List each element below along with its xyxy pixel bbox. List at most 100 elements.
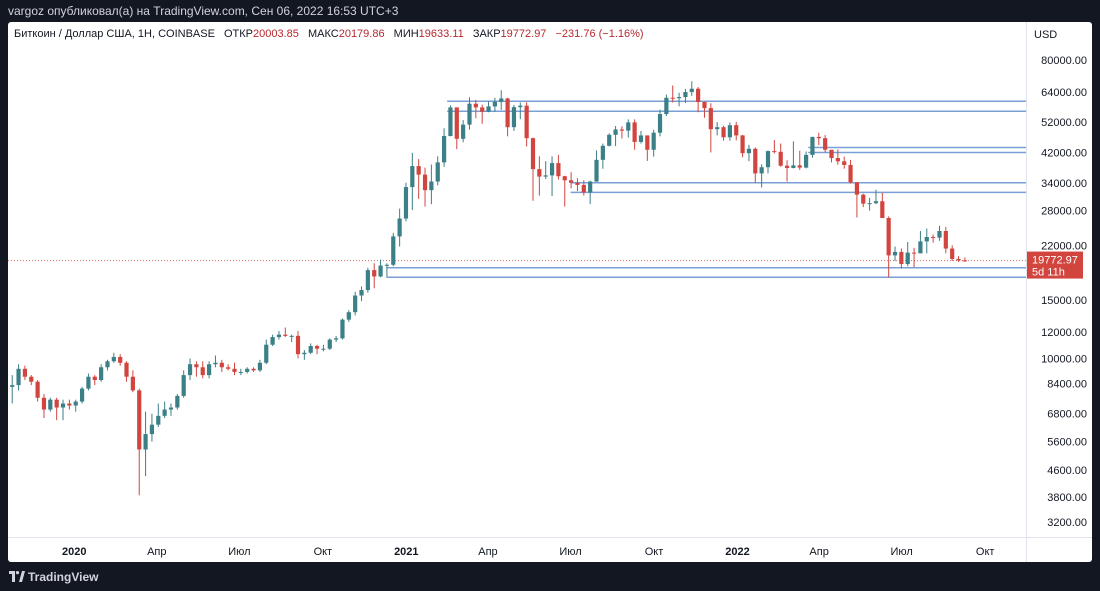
- candle-body: [441, 136, 447, 163]
- candle-body: [956, 258, 961, 261]
- candle-body: [670, 97, 675, 99]
- candle-body: [835, 158, 840, 162]
- candle-body: [899, 251, 904, 265]
- candle-body: [702, 102, 707, 109]
- candle-body: [60, 403, 66, 408]
- candle-body: [676, 97, 682, 99]
- countdown-label: 5d 11h: [1032, 267, 1065, 279]
- candle-body: [67, 403, 72, 406]
- symbol-name: Биткоин / Доллар США, 1H, COINBASE: [14, 28, 215, 40]
- open-value: 20003.85: [253, 28, 299, 40]
- candle-body: [759, 167, 764, 174]
- candle-body: [105, 361, 110, 368]
- time-tick-label: Июл: [228, 546, 250, 558]
- candle-body: [461, 124, 466, 139]
- candlestick-chart[interactable]: USD 80000.00 64000.00 52000.00 42000.00 34000…: [8, 22, 1092, 562]
- candle-body: [194, 364, 199, 368]
- candle-body: [10, 385, 15, 387]
- candle-body: [124, 362, 129, 377]
- time-tick-label: Апр: [478, 546, 497, 558]
- candle-body: [892, 251, 898, 256]
- candle-body: [810, 136, 815, 155]
- candle-body: [511, 107, 517, 128]
- candle-body: [918, 241, 923, 254]
- candle-body: [575, 182, 580, 185]
- candle-body: [765, 151, 771, 168]
- price-tick-label: 12000.00: [1041, 327, 1087, 339]
- candle-body: [905, 252, 910, 265]
- candle-body: [632, 122, 637, 142]
- candle-body: [600, 145, 605, 160]
- candle-body: [168, 407, 174, 410]
- high-value: 20179.86: [338, 28, 385, 40]
- candle-body: [708, 108, 713, 130]
- price-tick-label: 8400.00: [1047, 378, 1087, 390]
- candle-body: [543, 175, 548, 177]
- candle-body: [257, 362, 263, 371]
- candle-body: [270, 337, 275, 345]
- candle-body: [289, 335, 294, 337]
- candle-body: [873, 201, 879, 204]
- candle-body: [206, 364, 212, 376]
- candle-body: [505, 98, 510, 128]
- price-tick-label: 42000.00: [1041, 147, 1087, 159]
- candle-body: [372, 270, 377, 277]
- candle-body: [937, 230, 942, 238]
- time-tick-label: Апр: [809, 546, 828, 558]
- candle-body: [283, 334, 288, 336]
- candle-body: [772, 151, 777, 153]
- candle-body: [689, 88, 694, 93]
- candle-body: [861, 194, 866, 204]
- candle-body: [556, 163, 561, 177]
- candle-body: [867, 203, 872, 205]
- price-tick-label: 34000.00: [1041, 178, 1087, 190]
- price-tick-label: 52000.00: [1041, 117, 1087, 129]
- candle-body: [480, 107, 485, 112]
- candle-body: [327, 339, 332, 349]
- candle-body: [156, 415, 161, 425]
- candle-body: [518, 105, 523, 108]
- candle-body: [499, 98, 504, 102]
- price-tick-label: 64000.00: [1041, 87, 1087, 99]
- change-value: −231.76 (−1.16%): [555, 28, 644, 40]
- candle-body: [638, 135, 644, 142]
- candle-body: [823, 138, 828, 150]
- candle-body: [829, 149, 834, 159]
- time-tick-label: Апр: [147, 546, 166, 558]
- candle-body: [187, 364, 193, 376]
- candle-body: [213, 362, 218, 365]
- candle-body: [467, 103, 472, 125]
- chart-panel[interactable]: USD 80000.00 64000.00 52000.00 42000.00 34000…: [8, 22, 1092, 562]
- candle-body: [232, 368, 237, 372]
- brand-name: TradingView: [28, 570, 99, 584]
- candle-body: [416, 166, 421, 175]
- price-tick-label: 28000.00: [1041, 206, 1087, 218]
- price-tick-label: 15000.00: [1041, 295, 1087, 307]
- candle-body: [346, 312, 351, 320]
- candle-body: [816, 136, 821, 139]
- candle-body: [79, 388, 85, 402]
- symbol-legend: Биткоин / Доллар США, 1H, COINBASE ОТКР2…: [14, 28, 644, 40]
- candle-body: [435, 162, 440, 182]
- candle-body: [842, 161, 847, 165]
- candle-body: [264, 344, 269, 363]
- candle-body: [791, 165, 796, 168]
- candle-body: [175, 395, 180, 408]
- candle-body: [950, 248, 955, 259]
- close-value: 19772.97: [500, 28, 547, 40]
- price-tick-label: 4600.00: [1047, 465, 1087, 477]
- candle-body: [524, 105, 529, 139]
- candle-body: [429, 181, 434, 191]
- current-price-label: 19772.97: [1032, 255, 1078, 267]
- candle-body: [48, 399, 53, 410]
- candle-body: [962, 260, 967, 262]
- close-label: ЗАКР: [472, 28, 501, 40]
- candle-body: [613, 129, 618, 135]
- candle-body: [931, 237, 936, 239]
- candle-body: [422, 174, 428, 191]
- candle-body: [746, 148, 752, 154]
- price-tick-label: 10000.00: [1041, 353, 1087, 365]
- candle-body: [359, 290, 364, 296]
- candle-body: [219, 362, 224, 368]
- candle-body: [734, 125, 739, 136]
